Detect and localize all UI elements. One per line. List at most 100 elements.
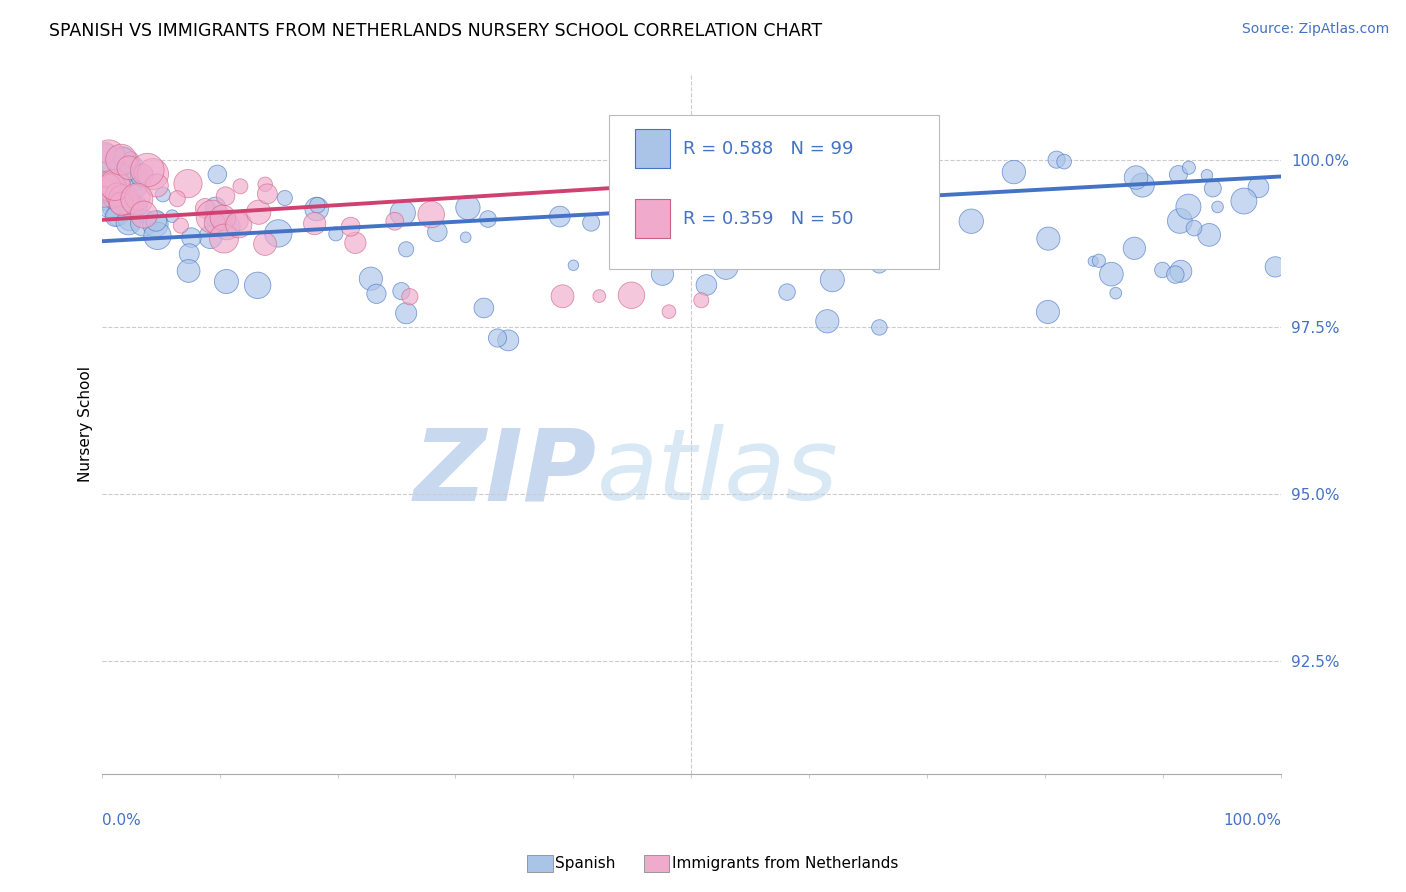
Point xyxy=(384,214,406,228)
Point xyxy=(101,168,124,182)
Point xyxy=(127,190,149,204)
Point xyxy=(101,166,124,180)
Bar xyxy=(634,129,671,168)
Point xyxy=(1164,268,1187,282)
Point xyxy=(112,151,135,165)
Point xyxy=(486,331,509,345)
Point xyxy=(125,192,148,206)
Point xyxy=(131,168,153,182)
Point xyxy=(305,202,328,216)
Point xyxy=(304,217,326,231)
Point xyxy=(103,201,125,215)
Point xyxy=(214,189,236,203)
Point xyxy=(117,215,139,229)
Point xyxy=(426,225,449,239)
Point xyxy=(212,211,235,225)
Point xyxy=(254,178,277,192)
Point xyxy=(588,289,610,303)
Point xyxy=(1105,286,1128,301)
Point xyxy=(1132,178,1154,193)
Point xyxy=(142,167,165,181)
Point xyxy=(457,201,479,215)
Point xyxy=(94,145,117,160)
Text: Source: ZipAtlas.com: Source: ZipAtlas.com xyxy=(1241,22,1389,37)
Point xyxy=(395,306,418,320)
Point xyxy=(360,271,382,285)
Point xyxy=(107,187,129,202)
Point xyxy=(110,169,132,183)
Point xyxy=(103,178,125,193)
Point xyxy=(1233,194,1256,208)
Point xyxy=(1045,153,1067,167)
Point xyxy=(1195,168,1218,182)
Point xyxy=(366,286,388,301)
Point xyxy=(1177,200,1199,214)
Point xyxy=(117,195,139,210)
Point xyxy=(212,231,235,245)
Point xyxy=(215,275,238,289)
Point xyxy=(111,153,134,168)
Point xyxy=(1198,227,1220,242)
Point xyxy=(97,197,120,211)
Text: Immigrants from Netherlands: Immigrants from Netherlands xyxy=(672,856,898,871)
Point xyxy=(132,216,155,230)
Point xyxy=(146,228,169,243)
Point xyxy=(620,288,643,302)
Point xyxy=(325,227,347,241)
Point xyxy=(101,179,124,194)
Point xyxy=(103,176,125,190)
Point xyxy=(201,210,224,224)
Text: R = 0.359   N = 50: R = 0.359 N = 50 xyxy=(683,210,853,227)
Point xyxy=(658,304,681,318)
Point xyxy=(1264,260,1286,274)
Point xyxy=(1152,263,1174,277)
Point xyxy=(920,245,942,260)
Point xyxy=(960,214,983,228)
Point xyxy=(228,215,250,229)
Point xyxy=(651,267,673,281)
Point xyxy=(815,314,838,328)
Point xyxy=(420,207,443,221)
Point xyxy=(136,163,159,178)
Point xyxy=(391,206,413,220)
Point xyxy=(120,199,142,213)
Point xyxy=(868,320,890,334)
Point xyxy=(344,235,367,250)
Point xyxy=(202,211,225,226)
Point xyxy=(179,246,201,260)
Text: ZIP: ZIP xyxy=(413,424,598,521)
Point xyxy=(110,196,132,211)
Point xyxy=(1206,200,1229,214)
Point xyxy=(389,284,412,298)
Point xyxy=(472,301,495,315)
Point xyxy=(477,212,499,227)
Point xyxy=(1099,267,1122,281)
Point xyxy=(1167,168,1189,182)
Text: SPANISH VS IMMIGRANTS FROM NETHERLANDS NURSERY SCHOOL CORRELATION CHART: SPANISH VS IMMIGRANTS FROM NETHERLANDS N… xyxy=(49,22,823,40)
Point xyxy=(160,209,183,223)
Point xyxy=(776,285,799,299)
Point xyxy=(821,273,844,287)
Point xyxy=(125,199,148,213)
Point xyxy=(1123,241,1146,255)
Point xyxy=(180,230,202,244)
Point xyxy=(1125,170,1147,185)
Point xyxy=(562,258,585,272)
Point xyxy=(166,192,188,206)
Point xyxy=(228,218,250,232)
Point xyxy=(120,153,142,167)
Point xyxy=(1002,165,1025,179)
Bar xyxy=(634,199,671,238)
Point xyxy=(93,193,115,207)
Point xyxy=(1036,305,1059,319)
Point xyxy=(118,161,141,175)
Point xyxy=(215,219,238,234)
Point xyxy=(104,210,127,224)
Point xyxy=(96,187,118,202)
Point xyxy=(110,153,132,167)
Point xyxy=(145,217,167,231)
Point xyxy=(118,212,141,227)
Point xyxy=(121,161,143,176)
Point xyxy=(146,178,169,193)
Point xyxy=(1170,264,1192,278)
